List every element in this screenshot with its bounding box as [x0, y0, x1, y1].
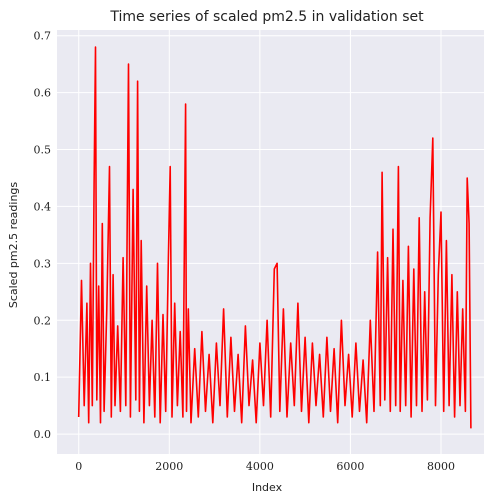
x-tick-label: 6000 [336, 460, 364, 473]
y-tick-label: 0.0 [34, 428, 52, 441]
x-tick-label: 4000 [246, 460, 274, 473]
x-axis-label: Index [252, 481, 283, 494]
x-tick-label: 2000 [155, 460, 183, 473]
y-axis-label: Scaled pm2.5 readings [7, 182, 20, 309]
x-tick-labels: 0 2000 4000 6000 8000 [75, 460, 455, 473]
y-tick-label: 0.4 [34, 200, 52, 213]
y-tick-label: 0.3 [34, 257, 52, 270]
chart-title: Time series of scaled pm2.5 in validatio… [109, 9, 424, 25]
x-tick-label: 8000 [427, 460, 455, 473]
y-tick-label: 0.1 [34, 371, 52, 384]
y-tick-label: 0.6 [34, 87, 52, 100]
y-tick-labels: 0.0 0.1 0.2 0.3 0.4 0.5 0.6 0.7 [34, 30, 52, 441]
x-tick-label: 0 [75, 460, 82, 473]
y-tick-label: 0.7 [34, 30, 52, 43]
series-line [77, 46, 472, 429]
y-tick-label: 0.5 [34, 144, 52, 157]
y-tick-label: 0.2 [34, 314, 52, 327]
series-layer [77, 46, 472, 429]
